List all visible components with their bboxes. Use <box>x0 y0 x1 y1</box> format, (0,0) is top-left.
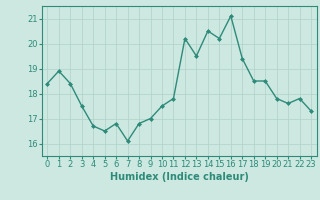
X-axis label: Humidex (Indice chaleur): Humidex (Indice chaleur) <box>110 172 249 182</box>
